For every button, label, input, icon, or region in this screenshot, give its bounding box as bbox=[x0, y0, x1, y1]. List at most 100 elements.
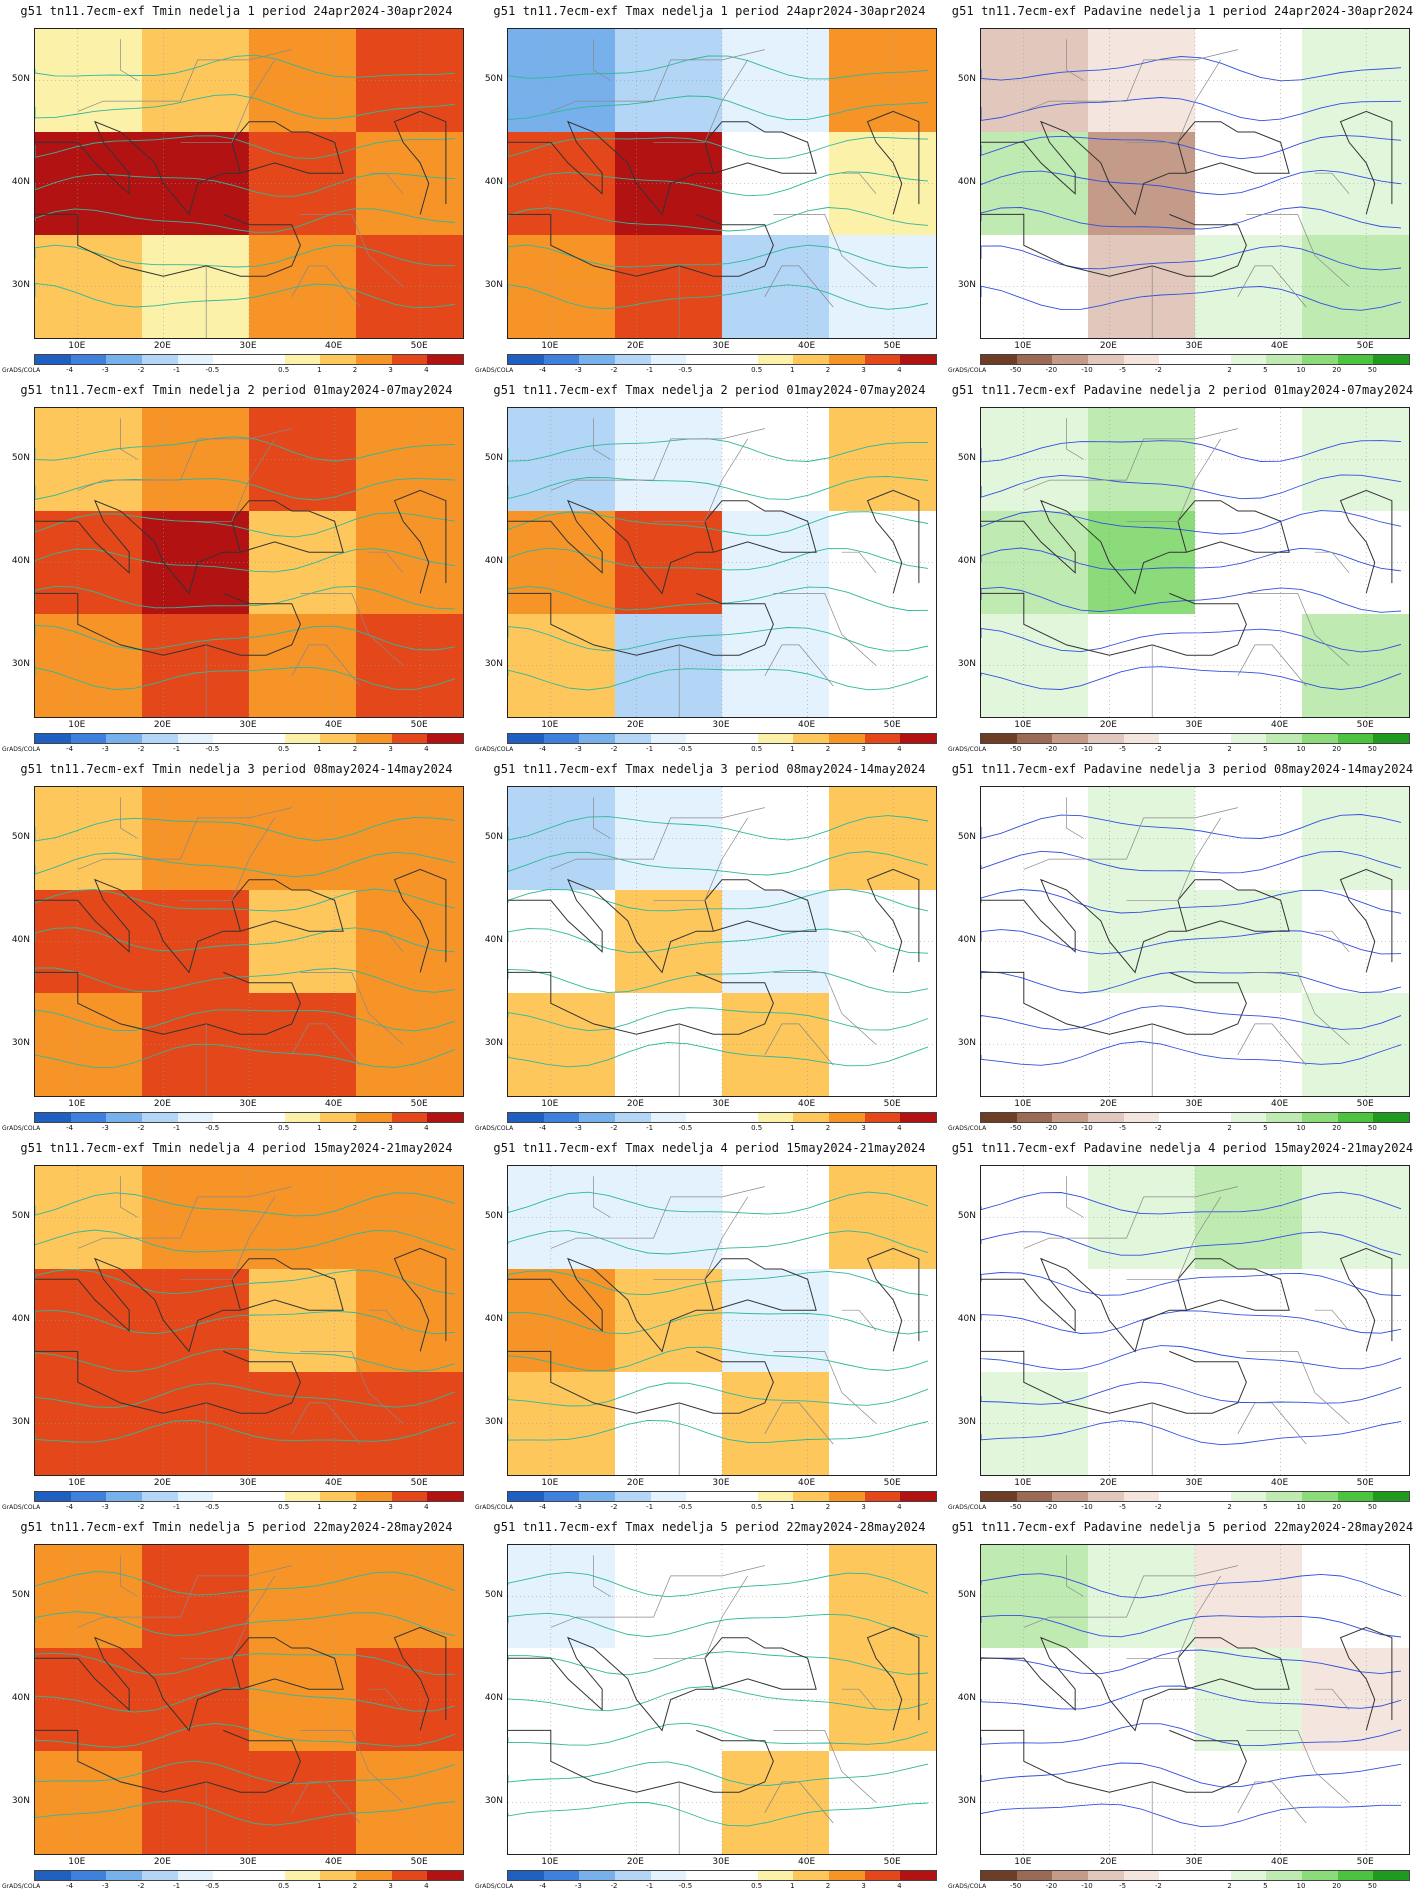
colorbar-tick-label: 1 bbox=[790, 1882, 795, 1890]
colorbar bbox=[507, 1112, 937, 1123]
grads-credit: GrADS/COLA bbox=[475, 1125, 514, 1132]
colorbar bbox=[507, 1870, 937, 1881]
anomaly-cell bbox=[1088, 1166, 1196, 1270]
colorbar-tick-label: -10 bbox=[1081, 1124, 1093, 1132]
anomaly-map bbox=[980, 407, 1410, 718]
colorbar-swatch bbox=[249, 1492, 285, 1501]
colorbar-tick-label: 4 bbox=[897, 1503, 902, 1511]
anomaly-cell bbox=[1302, 993, 1409, 1096]
colorbar-swatch bbox=[427, 1113, 464, 1122]
colorbar-tick-label: 0.5 bbox=[278, 1503, 290, 1511]
anomaly-cell bbox=[829, 132, 936, 236]
anomaly-cell bbox=[508, 1751, 616, 1854]
anomaly-cell bbox=[356, 1648, 463, 1752]
anomaly-cell bbox=[981, 787, 1089, 891]
lat-tick-label: 50N bbox=[957, 831, 976, 842]
colorbar-swatch bbox=[1052, 734, 1089, 743]
anomaly-cell bbox=[1302, 1751, 1409, 1854]
colorbar-swatch bbox=[1302, 1871, 1338, 1880]
grads-credit: GrADS/COLA bbox=[475, 746, 514, 753]
anomaly-cell bbox=[1195, 890, 1303, 994]
anomaly-cell bbox=[508, 1372, 616, 1475]
lat-tick-label: 40N bbox=[957, 555, 976, 566]
anomaly-cell bbox=[981, 1751, 1089, 1854]
lat-tick-label: 40N bbox=[484, 1313, 503, 1324]
colorbar-swatch bbox=[427, 1871, 464, 1880]
colorbar-swatch bbox=[427, 734, 464, 743]
anomaly-cell bbox=[142, 1372, 250, 1475]
colorbar-tick-label: -0.5 bbox=[678, 1503, 693, 1511]
anomaly-map bbox=[507, 1165, 937, 1476]
colorbar-swatch bbox=[35, 355, 71, 364]
grads-credit: GrADS/COLA bbox=[475, 1883, 514, 1890]
colorbar-swatch bbox=[1195, 1492, 1231, 1501]
grads-credit: GrADS/COLA bbox=[2, 1883, 41, 1890]
lon-tick-label: 50E bbox=[410, 1099, 428, 1109]
colorbar-swatch bbox=[686, 734, 723, 743]
colorbar-tick-label: -3 bbox=[101, 366, 109, 374]
colorbar-tick-label: -4 bbox=[66, 1124, 74, 1132]
lat-tick-label: 50N bbox=[11, 1210, 30, 1221]
anomaly-cell bbox=[981, 235, 1089, 338]
colorbar-swatch bbox=[142, 1871, 178, 1880]
anomaly-cell bbox=[829, 1751, 936, 1854]
colorbar-swatch bbox=[508, 355, 544, 364]
colorbar-swatch bbox=[356, 355, 392, 364]
colorbar-tick-label: -3 bbox=[101, 1503, 109, 1511]
colorbar-tick-label: -4 bbox=[66, 366, 74, 374]
lon-tick-label: 20E bbox=[1099, 341, 1117, 351]
lon-tick-label: 20E bbox=[1099, 1099, 1117, 1109]
colorbar-tick-label: 4 bbox=[424, 1124, 429, 1132]
colorbar-swatch bbox=[579, 1492, 616, 1501]
colorbar bbox=[980, 733, 1410, 744]
colorbar-tick-label: 50 bbox=[1367, 1503, 1377, 1511]
panel-title: g51 tn11.7ecm-exf Tmin nedelja 4 period … bbox=[20, 1141, 453, 1155]
colorbar-tick-label: 1 bbox=[317, 1503, 322, 1511]
anomaly-cell bbox=[508, 993, 616, 1096]
lon-tick-label: 20E bbox=[153, 1478, 171, 1488]
lon-tick-label: 30E bbox=[1185, 720, 1203, 730]
lat-tick-label: 30N bbox=[11, 658, 30, 669]
colorbar-swatch bbox=[722, 734, 758, 743]
colorbar-swatch bbox=[615, 734, 651, 743]
colorbar-tick-label: 2 bbox=[352, 1503, 358, 1511]
anomaly-cell bbox=[142, 408, 250, 512]
anomaly-cell bbox=[722, 890, 830, 994]
colorbar bbox=[980, 1870, 1410, 1881]
map-panel: g51 tn11.7ecm-exf Tmax nedelja 2 period … bbox=[473, 379, 946, 758]
lon-tick-label: 50E bbox=[883, 1478, 901, 1488]
colorbar-swatch bbox=[320, 1113, 357, 1122]
colorbar-swatch bbox=[650, 1492, 687, 1501]
grads-credit: GrADS/COLA bbox=[948, 1125, 987, 1132]
colorbar-tick-label: 3 bbox=[861, 366, 866, 374]
colorbar-swatch bbox=[1088, 355, 1124, 364]
colorbar bbox=[34, 354, 464, 365]
colorbar-tick-label: 0.5 bbox=[278, 1882, 290, 1890]
anomaly-cell bbox=[829, 1166, 936, 1270]
anomaly-map bbox=[34, 28, 464, 339]
lon-tick-label: 20E bbox=[626, 1857, 644, 1867]
colorbar-tick-label: -2 bbox=[1154, 1124, 1162, 1132]
anomaly-cell bbox=[1302, 235, 1409, 338]
colorbar-swatch bbox=[249, 734, 285, 743]
colorbar-swatch bbox=[864, 734, 901, 743]
colorbar-tick-label: -1 bbox=[646, 745, 654, 753]
anomaly-cell bbox=[1302, 511, 1409, 615]
colorbar-swatch bbox=[1337, 1492, 1374, 1501]
anomaly-cell bbox=[356, 1269, 463, 1373]
colorbar-tick-label: 0.5 bbox=[278, 745, 290, 753]
colorbar-swatch bbox=[106, 1871, 143, 1880]
panel-title: g51 tn11.7ecm-exf Padavine nedelja 5 per… bbox=[951, 1520, 1414, 1534]
anomaly-cell bbox=[1302, 1269, 1409, 1373]
colorbar-swatch bbox=[757, 1492, 794, 1501]
lon-tick-label: 20E bbox=[153, 341, 171, 351]
anomaly-cell bbox=[356, 1166, 463, 1270]
colorbar-tick-label: -5 bbox=[1119, 1882, 1127, 1890]
colorbar-tick-label: 50 bbox=[1367, 366, 1377, 374]
colorbar-swatch bbox=[1337, 355, 1374, 364]
colorbar-swatch bbox=[320, 1871, 357, 1880]
colorbar-swatch bbox=[213, 355, 250, 364]
anomaly-cell bbox=[1195, 1648, 1303, 1752]
panel-title: g51 tn11.7ecm-exf Tmin nedelja 2 period … bbox=[20, 383, 453, 397]
anomaly-cell bbox=[981, 890, 1089, 994]
